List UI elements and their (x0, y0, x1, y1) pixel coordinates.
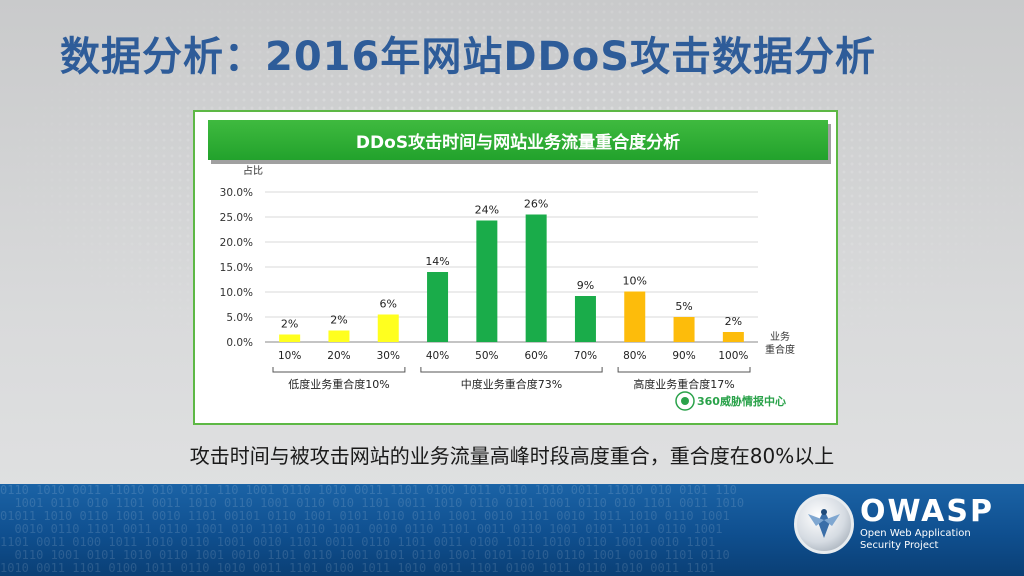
data-label: 2% (281, 318, 298, 331)
y-tick-label: 0.0% (226, 337, 253, 349)
binary-pattern: 0110 1010 0011 11010 010 0101 110 1001 0… (0, 484, 745, 575)
data-label: 2% (725, 315, 742, 328)
bar (722, 332, 744, 342)
bar (279, 334, 301, 342)
x-tick-label: 10% (278, 350, 301, 362)
data-label: 26% (524, 198, 548, 211)
y-tick-label: 30.0% (220, 187, 253, 199)
data-label: 2% (330, 314, 347, 327)
owasp-wordmark: OWASP (859, 494, 994, 529)
data-label: 6% (380, 298, 397, 311)
data-label: 24% (475, 204, 499, 217)
bar (525, 214, 547, 342)
group-label: 高度业务重合度17% (633, 377, 734, 391)
bar (427, 272, 449, 342)
wasp-emblem-icon (793, 494, 854, 554)
x-axis-label-line1: 业务 (770, 330, 790, 343)
y-tick-label: 5.0% (226, 312, 253, 324)
bar (624, 291, 646, 342)
owasp-subtitle-2: Security Project (859, 540, 939, 551)
x-tick-label: 50% (475, 350, 498, 362)
x-axis-label-line2: 重合度 (765, 343, 795, 356)
watermark-icon-core (681, 397, 689, 405)
group-bracket (617, 367, 751, 373)
watermark-icon (675, 391, 695, 411)
data-label: 5% (675, 300, 692, 313)
x-tick-label: 60% (524, 350, 547, 362)
owasp-subtitle-1: Open Web Application (859, 528, 971, 539)
bar-chart: 占比 0.0% 5.0% 10.0% 15.0% 20.0% 25.0% 30.0% 2% 10%… (220, 164, 795, 411)
y-tick-label: 25.0% (220, 212, 253, 224)
x-tick-label: 70% (574, 350, 597, 362)
y-tick-label: 10.0% (220, 287, 253, 299)
bar (673, 317, 695, 342)
bar (377, 314, 399, 342)
x-tick-label: 100% (718, 350, 748, 362)
data-label: 9% (577, 279, 594, 292)
x-tick-label: 80% (623, 350, 646, 362)
chart-panel: DDoS攻击时间与网站业务流量重合度分析 占比 0.0% 5.0% 10.0% 15.0… (193, 110, 838, 425)
y-tick-label: 20.0% (220, 237, 253, 249)
chart-title: DDoS攻击时间与网站业务流量重合度分析 (208, 120, 828, 160)
slide-caption: 攻击时间与被攻击网站的业务流量高峰时段高度重合，重合度在80%以上 (189, 444, 835, 468)
watermark-text: 360威胁情报中心 (697, 394, 786, 408)
group-label: 低度业务重合度10% (288, 377, 389, 391)
bar (328, 330, 350, 342)
x-tick-label: 90% (672, 350, 695, 362)
slide-title: 数据分析：2016年网站DDoS攻击数据分析 (60, 34, 877, 80)
data-label: 14% (425, 255, 449, 268)
group-bracket (272, 367, 406, 373)
group-label: 中度业务重合度73% (461, 377, 562, 391)
group-bracket (420, 367, 603, 373)
data-label: 10% (623, 275, 647, 288)
bar (574, 296, 596, 342)
y-tick-label: 15.0% (220, 262, 253, 274)
footer-band: 0110 1010 0011 11010 010 0101 110 1001 0… (0, 484, 1024, 576)
x-tick-label: 40% (426, 350, 449, 362)
owasp-logo: OWASP Open Web Application Security Proj… (793, 494, 994, 554)
x-tick-label: 20% (327, 350, 350, 362)
bar (476, 220, 498, 342)
x-tick-label: 30% (377, 350, 400, 362)
y-axis-label: 占比 (243, 164, 263, 177)
